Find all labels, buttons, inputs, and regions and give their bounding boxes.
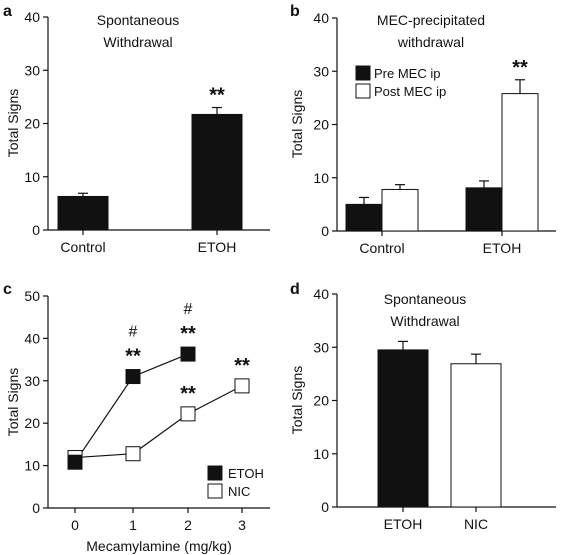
panel-d-ytick-label: 10 bbox=[313, 446, 329, 462]
panel-b-ytick-label: 0 bbox=[321, 223, 329, 239]
panel-letter-b: b bbox=[290, 3, 300, 20]
panel-a-xtick-label: ETOH bbox=[198, 239, 237, 255]
panel-d-xtick-label: ETOH bbox=[384, 516, 423, 532]
panel-b-xtick-label: Control bbox=[359, 240, 404, 256]
panel-b-y-axis-label: Total Signs bbox=[289, 90, 305, 158]
panel-c-significance-stars: ** bbox=[125, 346, 141, 368]
panel-d-ytick-label: 30 bbox=[313, 339, 329, 355]
panel-letter-d: d bbox=[290, 281, 300, 298]
panel-b-legend-label: Post MEC ip bbox=[374, 84, 446, 99]
panel-c-marker-etoh bbox=[180, 346, 196, 362]
panel-c-marker-nic bbox=[234, 378, 250, 394]
panel-d-title-line: Withdrawal bbox=[390, 313, 459, 329]
panel-a-title-line: Spontaneous bbox=[97, 12, 180, 28]
panel-b-bar bbox=[501, 93, 539, 232]
panel-c-xtick-label: 0 bbox=[71, 517, 79, 533]
panel-b-significance-stars: ** bbox=[512, 57, 528, 79]
panel-b-bar bbox=[381, 188, 419, 232]
panel-c-ytick-label: 50 bbox=[24, 288, 40, 304]
panel-d-title-line: Spontaneous bbox=[384, 291, 467, 307]
panel-c-legend-swatch bbox=[207, 483, 223, 499]
panel-c-chart: 0 10 20 30 40 50 Total Signs 0 1 2 3 Mecamylamine (… bbox=[5, 288, 270, 554]
panel-a-bar bbox=[191, 113, 243, 231]
panel-c-ytick-label: 30 bbox=[24, 373, 40, 389]
panel-c-marker-etoh bbox=[125, 369, 141, 385]
panel-d-ytick-label: 40 bbox=[313, 286, 329, 302]
panel-a-significance-stars: ** bbox=[209, 85, 225, 107]
panel-a-title-line: Withdrawal bbox=[103, 34, 172, 50]
panel-b-bar bbox=[465, 187, 503, 232]
panel-c-significance-stars: ** bbox=[180, 323, 196, 345]
panel-c-xtick-label: 1 bbox=[129, 517, 137, 533]
panel-c-series-line bbox=[74, 385, 243, 459]
panel-c-xtick-label: 2 bbox=[184, 517, 192, 533]
panel-c-xtick-label: 3 bbox=[238, 517, 246, 533]
panel-a-ytick-label: 10 bbox=[24, 169, 40, 185]
panel-a-chart: 0 10 20 30 40 Total Signs Spontaneous Withdrawa… bbox=[5, 9, 270, 255]
panel-b-title-line: withdrawal bbox=[397, 34, 464, 50]
panel-c-significance-stars: ** bbox=[180, 383, 196, 405]
panel-b-title-line: MEC-precipitated bbox=[377, 12, 485, 28]
panel-d-y-axis-label: Total Signs bbox=[289, 366, 305, 434]
panel-c-ytick-label: 0 bbox=[32, 500, 40, 516]
panel-letter-a: a bbox=[3, 3, 12, 20]
panel-d-xtick-label: NIC bbox=[464, 516, 488, 532]
panel-c-y-axis-label: Total Signs bbox=[5, 368, 21, 436]
panel-d-bar bbox=[377, 349, 429, 508]
panel-a-ytick-label: 40 bbox=[24, 9, 40, 25]
panel-c-legend-label: ETOH bbox=[228, 466, 264, 481]
panel-b-chart: 0 10 20 30 40 Total Signs MEC-precipitated with… bbox=[289, 10, 556, 256]
panel-c-ytick-label: 20 bbox=[24, 415, 40, 431]
panel-b-ytick-label: 40 bbox=[313, 10, 329, 26]
panel-a-ytick-label: 20 bbox=[24, 116, 40, 132]
panel-d-bar bbox=[450, 363, 502, 508]
panel-a-y-axis-label: Total Signs bbox=[5, 89, 21, 157]
panel-c-legend-label: NIC bbox=[228, 484, 250, 499]
panel-c-marker-nic bbox=[125, 446, 141, 462]
panel-b-ytick-label: 20 bbox=[313, 117, 329, 133]
panel-d-ytick-label: 20 bbox=[313, 393, 329, 409]
panel-c-ytick-label: 10 bbox=[24, 458, 40, 474]
panel-c-marker-nic bbox=[180, 406, 196, 422]
panel-letter-c: c bbox=[3, 281, 12, 298]
panel-b-legend-swatch bbox=[355, 65, 371, 81]
panel-a-ytick-label: 0 bbox=[32, 222, 40, 238]
panel-b-bar bbox=[345, 203, 383, 232]
panel-c-legend-swatch bbox=[207, 465, 223, 481]
panel-d-ytick-label: 0 bbox=[321, 499, 329, 515]
panel-c-hash-mark: # bbox=[184, 301, 193, 318]
panel-b-legend-label: Pre MEC ip bbox=[374, 66, 440, 81]
panel-b-ytick-label: 30 bbox=[313, 63, 329, 79]
panel-c-significance-stars: ** bbox=[234, 355, 250, 377]
panel-c-ytick-label: 40 bbox=[24, 330, 40, 346]
panel-a-ytick-label: 30 bbox=[24, 62, 40, 78]
panel-c-x-axis-label: Mecamylamine (mg/kg) bbox=[86, 538, 231, 554]
panel-b-xtick-label: ETOH bbox=[483, 240, 522, 256]
panel-b-legend-swatch bbox=[355, 83, 371, 99]
panel-c-hash-mark: # bbox=[129, 324, 138, 341]
panel-d-chart: 0 10 20 30 40 Total Signs Spontaneous Withdrawa… bbox=[289, 286, 556, 532]
panel-b-ytick-label: 10 bbox=[313, 170, 329, 186]
panel-a-xtick-label: Control bbox=[60, 239, 105, 255]
panel-c-marker-etoh bbox=[67, 454, 83, 470]
panel-a-bar bbox=[57, 195, 109, 231]
